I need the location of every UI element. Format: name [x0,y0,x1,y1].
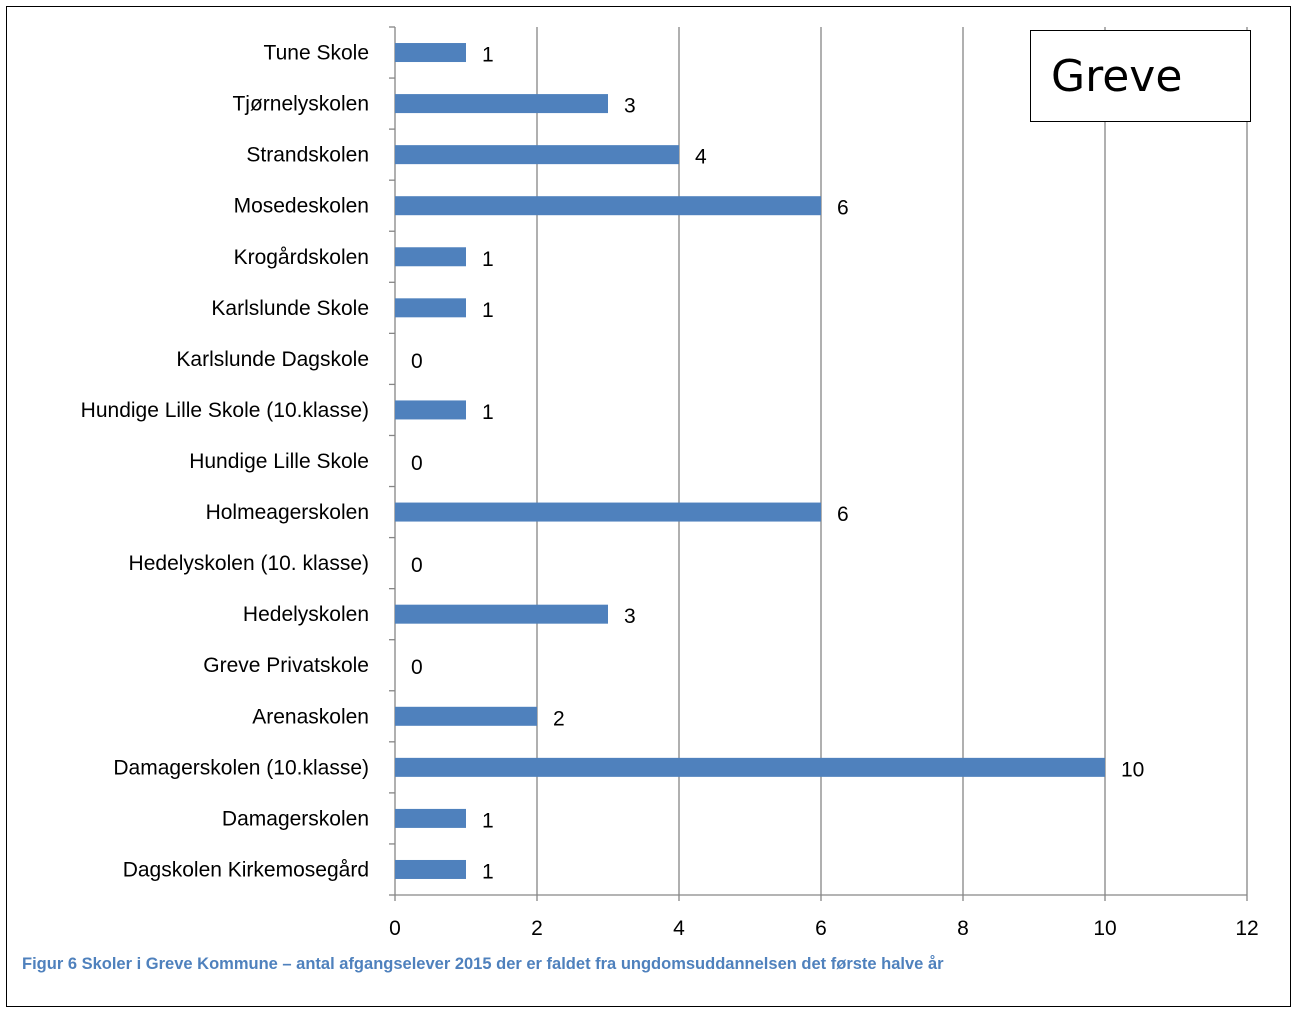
category-label-4: Krogårdskolen [234,246,369,269]
category-label-11: Hedelyskolen [243,603,369,626]
category-label-1: Tjørnelyskolen [232,93,369,116]
bar-4 [395,247,466,267]
data-label-16: 1 [482,860,494,883]
category-label-16: Dagskolen Kirkemosegård [123,858,369,881]
category-label-15: Damagerskolen [222,807,369,830]
bar-9 [395,502,821,522]
x-tick-label-5: 10 [1093,917,1116,940]
bar-13 [395,706,537,726]
bar-16 [395,859,466,879]
category-label-6: Karlslunde Dagskole [176,348,369,371]
data-label-12: 0 [411,656,423,679]
x-tick-label-3: 6 [815,917,827,940]
data-label-14: 10 [1121,758,1144,781]
category-label-0: Tune Skole [264,42,369,65]
bar-3 [395,196,821,216]
x-tick-label-4: 8 [957,917,969,940]
category-label-13: Arenaskolen [252,705,369,728]
category-label-10: Hedelyskolen (10. klasse) [129,552,369,575]
x-tick-label-1: 2 [531,917,543,940]
bar-7 [395,400,466,420]
figure-caption: Figur 6 Skoler i Greve Kommune – antal a… [22,955,944,973]
data-label-10: 0 [411,554,423,577]
data-label-6: 0 [411,350,423,373]
category-label-5: Karlslunde Skole [211,297,369,320]
chart-title-box: Greve [1030,30,1251,122]
category-label-14: Damagerskolen (10.klasse) [113,756,369,779]
bar-1 [395,94,608,114]
data-label-0: 1 [482,44,494,67]
category-label-12: Greve Privatskole [203,654,369,677]
bar-0 [395,43,466,63]
chart-title: Greve [1051,50,1183,102]
x-tick-label-2: 4 [673,917,685,940]
data-label-9: 6 [837,503,849,526]
data-label-11: 3 [624,605,636,628]
data-label-8: 0 [411,452,423,475]
category-label-2: Strandskolen [246,144,369,167]
bar-2 [395,145,679,165]
category-label-9: Holmeagerskolen [206,501,369,524]
category-label-3: Mosedeskolen [234,195,369,218]
x-tick-label-0: 0 [389,917,401,940]
data-label-4: 1 [482,248,494,271]
data-label-2: 4 [695,146,707,169]
data-label-5: 1 [482,299,494,322]
x-tick-label-6: 12 [1235,917,1258,940]
data-label-7: 1 [482,401,494,424]
data-label-13: 2 [553,707,565,730]
bar-11 [395,604,608,624]
bar-14 [395,757,1105,777]
data-label-3: 6 [837,197,849,220]
data-label-1: 3 [624,95,636,118]
bar-5 [395,298,466,318]
bar-15 [395,808,466,828]
data-label-15: 1 [482,809,494,832]
category-label-7: Hundige Lille Skole (10.klasse) [81,399,369,422]
category-label-8: Hundige Lille Skole [189,450,369,473]
